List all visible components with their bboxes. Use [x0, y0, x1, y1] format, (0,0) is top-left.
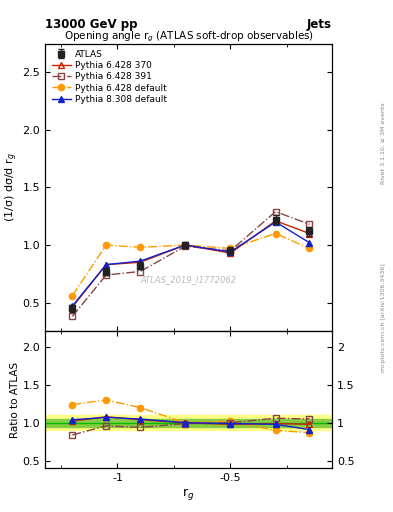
Pythia 6.428 default — [307, 245, 312, 251]
Pythia 6.428 370 — [307, 230, 312, 237]
Pythia 8.308 default — [183, 242, 187, 248]
Pythia 6.428 391 — [104, 272, 108, 278]
Line: Pythia 8.308 default: Pythia 8.308 default — [69, 219, 312, 309]
Pythia 8.308 default — [307, 240, 312, 246]
Pythia 8.308 default — [138, 258, 142, 264]
Pythia 6.428 default — [273, 230, 278, 237]
Pythia 6.428 370 — [104, 262, 108, 268]
Text: Rivet 3.1.10, ≥ 3M events: Rivet 3.1.10, ≥ 3M events — [381, 102, 386, 184]
X-axis label: r$_g$: r$_g$ — [182, 486, 195, 502]
Pythia 6.428 391 — [307, 221, 312, 227]
Pythia 8.308 default — [273, 219, 278, 225]
Pythia 6.428 370 — [70, 304, 75, 310]
Pythia 6.428 391 — [138, 268, 142, 274]
Pythia 6.428 391 — [228, 248, 233, 254]
Text: 13000 GeV pp: 13000 GeV pp — [45, 18, 138, 31]
Pythia 6.428 391 — [70, 313, 75, 319]
Y-axis label: Ratio to ATLAS: Ratio to ATLAS — [10, 362, 20, 438]
Text: ATLAS_2019_I1772062: ATLAS_2019_I1772062 — [141, 275, 237, 284]
Pythia 6.428 default — [228, 245, 233, 251]
Pythia 6.428 391 — [183, 243, 187, 249]
Pythia 8.308 default — [228, 249, 233, 255]
Pythia 8.308 default — [70, 303, 75, 309]
Pythia 6.428 370 — [138, 259, 142, 265]
Y-axis label: (1/σ) dσ/d r$_g$: (1/σ) dσ/d r$_g$ — [4, 153, 20, 222]
Bar — [45, 419, 332, 426]
Text: Jets: Jets — [307, 18, 332, 31]
Pythia 6.428 391 — [273, 208, 278, 215]
Pythia 8.308 default — [104, 262, 108, 268]
Line: Pythia 6.428 391: Pythia 6.428 391 — [69, 208, 312, 319]
Pythia 6.428 default — [70, 293, 75, 299]
Pythia 6.428 370 — [183, 242, 187, 248]
Pythia 6.428 370 — [273, 218, 278, 224]
Line: Pythia 6.428 default: Pythia 6.428 default — [69, 230, 312, 299]
Bar — [45, 415, 332, 431]
Pythia 6.428 370 — [228, 250, 233, 256]
Pythia 6.428 default — [104, 242, 108, 248]
Pythia 6.428 default — [138, 244, 142, 250]
Pythia 6.428 default — [183, 242, 187, 248]
Text: mcplots.cern.ch [arXiv:1306.3436]: mcplots.cern.ch [arXiv:1306.3436] — [381, 263, 386, 372]
Legend: ATLAS, Pythia 6.428 370, Pythia 6.428 391, Pythia 6.428 default, Pythia 8.308 de: ATLAS, Pythia 6.428 370, Pythia 6.428 39… — [49, 47, 170, 106]
Title: Opening angle r$_g$ (ATLAS soft-drop observables): Opening angle r$_g$ (ATLAS soft-drop obs… — [64, 29, 314, 44]
Line: Pythia 6.428 370: Pythia 6.428 370 — [69, 218, 312, 310]
